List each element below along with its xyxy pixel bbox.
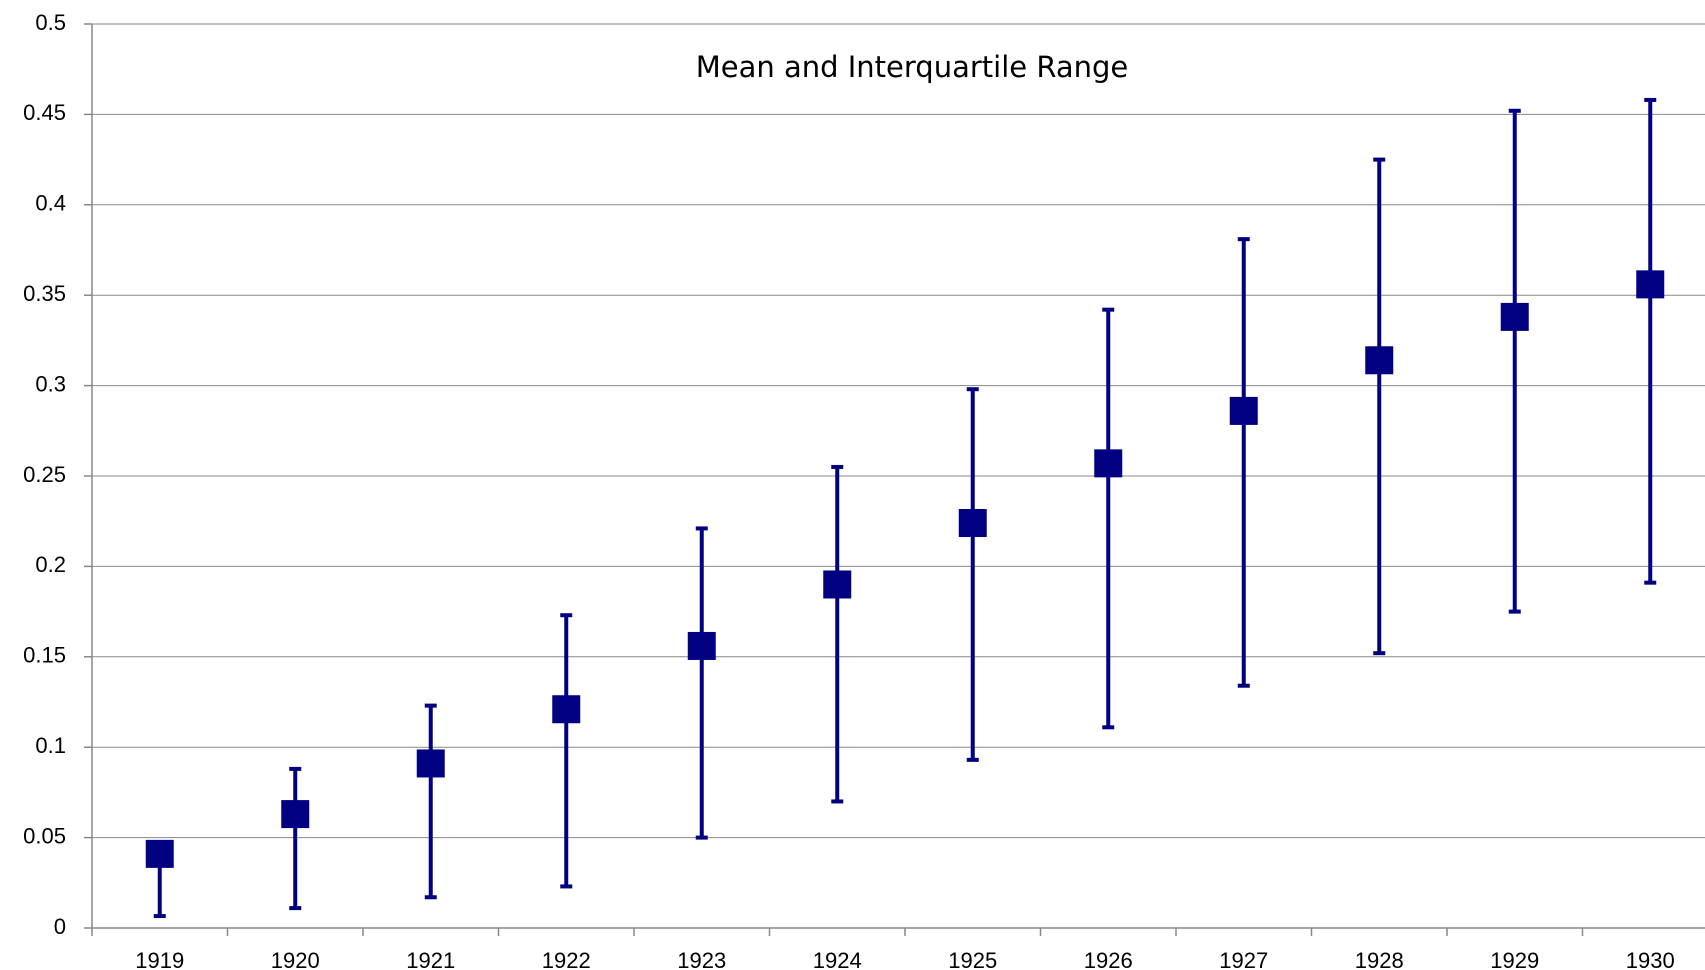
mean-marker: [687, 631, 716, 660]
x-tick-label: 1926: [1084, 948, 1133, 970]
x-tick-label: 1925: [948, 948, 997, 970]
x-tick-label: 1921: [406, 948, 455, 970]
mean-marker: [1636, 270, 1665, 299]
y-tick-label: 0: [54, 914, 66, 939]
y-tick-label: 0.15: [23, 643, 66, 668]
y-tick-label: 0.25: [23, 462, 66, 487]
mean-marker: [1229, 396, 1258, 425]
x-tick-label: 1924: [813, 948, 862, 970]
mean-marker: [281, 800, 310, 829]
y-tick-label: 0.4: [35, 191, 66, 216]
mean-marker: [1500, 302, 1529, 331]
y-tick-label: 0.45: [23, 100, 66, 125]
x-tick-label: 1922: [542, 948, 591, 970]
x-tick-label: 1923: [677, 948, 726, 970]
mean-marker: [416, 749, 445, 778]
y-tick-label: 0.05: [23, 823, 66, 848]
y-tick-label: 0.3: [35, 371, 66, 396]
x-tick-label: 1929: [1490, 948, 1539, 970]
x-tick-label: 1928: [1355, 948, 1404, 970]
mean-marker: [1094, 449, 1123, 478]
x-tick-label: 1920: [271, 948, 320, 970]
mean-marker: [552, 695, 581, 724]
mean-marker: [958, 509, 987, 538]
y-tick-label: 0.1: [35, 733, 66, 758]
y-tick-label: 0.35: [23, 281, 66, 306]
y-tick-label: 0.5: [35, 10, 66, 35]
x-tick-label: 1930: [1626, 948, 1675, 970]
x-tick-label: 1927: [1219, 948, 1268, 970]
mean-marker: [145, 839, 174, 868]
y-tick-label: 0.2: [35, 552, 66, 577]
x-tick-label: 1919: [135, 948, 184, 970]
mean-marker: [823, 570, 852, 599]
chart-title: Mean and Interquartile Range: [696, 50, 1129, 84]
mean-marker: [1365, 346, 1394, 375]
